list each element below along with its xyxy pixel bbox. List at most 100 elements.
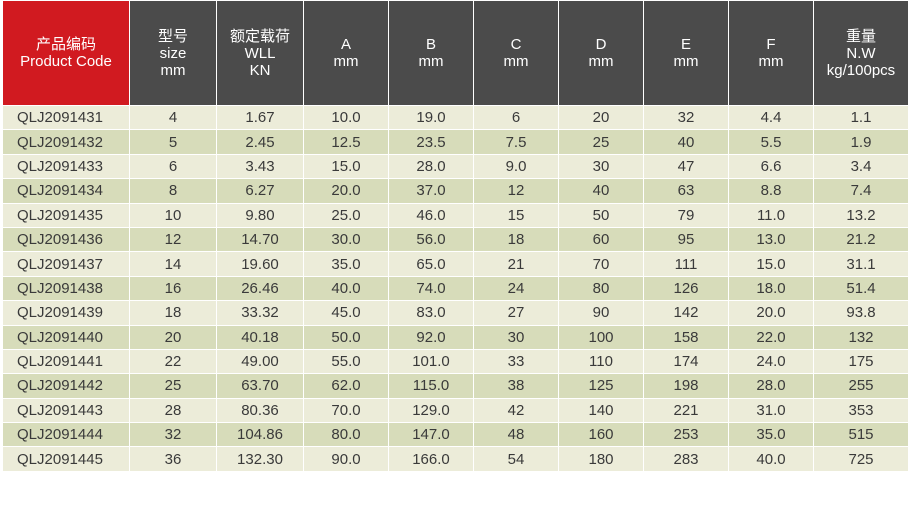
- cell-wll: 6.27: [216, 178, 304, 204]
- cell-e: 158: [643, 324, 729, 350]
- cell-b: 166.0: [388, 446, 474, 472]
- header-wll: 额定载荷 WLL KN: [216, 0, 304, 106]
- cell-size: 28: [129, 397, 217, 424]
- cell-a: 12.5: [303, 129, 389, 155]
- cell-c: 18: [473, 226, 559, 253]
- table-row: QLJ2091442 25 63.70 62.0 115.0 38 125 198 28.0 25…: [2, 373, 908, 399]
- cell-size: 8: [129, 178, 217, 204]
- cell-weight: 51.4: [813, 275, 908, 302]
- header-line: 产品编码: [35, 36, 96, 53]
- cell-size: 16: [129, 275, 217, 302]
- cell-a: 15.0: [303, 153, 389, 180]
- cell-f: 28.0: [728, 373, 814, 399]
- cell-weight: 255: [813, 373, 908, 399]
- header-line: 重量: [845, 27, 876, 45]
- table-row: QLJ2091444 32 104.86 80.0 147.0 48 160 253 35.0 5…: [2, 422, 908, 448]
- cell-product-code: QLJ2091434: [2, 178, 130, 204]
- cell-size: 10: [129, 202, 217, 228]
- cell-wll: 26.46: [216, 275, 304, 302]
- cell-d: 25: [558, 129, 644, 155]
- cell-c: 33: [473, 348, 559, 375]
- cell-e: 40: [643, 129, 729, 155]
- cell-e: 253: [643, 422, 729, 448]
- header-line: mm: [588, 53, 614, 70]
- header-line: Product Code: [20, 53, 112, 70]
- cell-b: 46.0: [388, 202, 474, 228]
- header-size: 型号 size mm: [129, 0, 217, 106]
- cell-product-code: QLJ2091440: [2, 324, 130, 350]
- cell-c: 6: [473, 104, 559, 131]
- cell-d: 30: [558, 153, 644, 180]
- table-row: QLJ2091434 8 6.27 20.0 37.0 12 40 63 8.8 7.4: [2, 178, 908, 204]
- cell-f: 15.0: [728, 251, 814, 277]
- cell-a: 40.0: [303, 275, 389, 302]
- cell-size: 36: [129, 446, 217, 472]
- cell-e: 63: [643, 178, 729, 204]
- cell-f: 11.0: [728, 202, 814, 228]
- cell-d: 50: [558, 202, 644, 228]
- cell-f: 35.0: [728, 422, 814, 448]
- cell-c: 12: [473, 178, 559, 204]
- cell-product-code: QLJ2091441: [2, 348, 130, 375]
- cell-product-code: QLJ2091433: [2, 153, 130, 180]
- cell-product-code: QLJ2091438: [2, 275, 130, 302]
- header-line: KN: [249, 61, 271, 79]
- cell-f: 22.0: [728, 324, 814, 350]
- cell-product-code: QLJ2091439: [2, 300, 130, 326]
- cell-b: 92.0: [388, 324, 474, 350]
- cell-weight: 93.8: [813, 300, 908, 326]
- header-line: F: [766, 36, 776, 53]
- table-row: QLJ2091433 6 3.43 15.0 28.0 9.0 30 47 6.6 3.4: [2, 153, 908, 180]
- cell-a: 90.0: [303, 446, 389, 472]
- cell-a: 10.0: [303, 104, 389, 131]
- cell-f: 8.8: [728, 178, 814, 204]
- cell-f: 31.0: [728, 397, 814, 424]
- cell-a: 55.0: [303, 348, 389, 375]
- cell-weight: 7.4: [813, 178, 908, 204]
- cell-e: 95: [643, 226, 729, 253]
- cell-d: 90: [558, 300, 644, 326]
- cell-f: 40.0: [728, 446, 814, 472]
- header-line: 型号: [157, 27, 188, 45]
- header-line: WLL: [244, 44, 276, 62]
- header-line: mm: [503, 53, 529, 70]
- cell-d: 110: [558, 348, 644, 375]
- cell-wll: 63.70: [216, 373, 304, 399]
- cell-e: 283: [643, 446, 729, 472]
- cell-size: 18: [129, 300, 217, 326]
- cell-e: 47: [643, 153, 729, 180]
- cell-weight: 515: [813, 422, 908, 448]
- header-product-code: 产品编码 Product Code: [2, 0, 130, 106]
- header-line: B: [425, 36, 436, 53]
- header-line: C: [510, 36, 522, 53]
- cell-wll: 19.60: [216, 251, 304, 277]
- cell-b: 101.0: [388, 348, 474, 375]
- cell-e: 126: [643, 275, 729, 302]
- header-line: mm: [160, 61, 186, 79]
- header-weight: 重量 N.W kg/100pcs: [813, 0, 908, 106]
- cell-product-code: QLJ2091444: [2, 422, 130, 448]
- header-line: mm: [673, 53, 699, 70]
- cell-weight: 1.9: [813, 129, 908, 155]
- cell-weight: 21.2: [813, 226, 908, 253]
- cell-e: 32: [643, 104, 729, 131]
- cell-c: 27: [473, 300, 559, 326]
- cell-c: 48: [473, 422, 559, 448]
- cell-f: 18.0: [728, 275, 814, 302]
- cell-size: 6: [129, 153, 217, 180]
- cell-a: 62.0: [303, 373, 389, 399]
- cell-d: 100: [558, 324, 644, 350]
- cell-e: 142: [643, 300, 729, 326]
- cell-c: 30: [473, 324, 559, 350]
- cell-wll: 40.18: [216, 324, 304, 350]
- table-row: QLJ2091441 22 49.00 55.0 101.0 33 110 174 24.0 17…: [2, 348, 908, 375]
- table-row: QLJ2091445 36 132.30 90.0 166.0 54 180 283 40.0 7…: [2, 446, 908, 472]
- cell-e: 111: [643, 251, 729, 277]
- cell-weight: 175: [813, 348, 908, 375]
- cell-c: 9.0: [473, 153, 559, 180]
